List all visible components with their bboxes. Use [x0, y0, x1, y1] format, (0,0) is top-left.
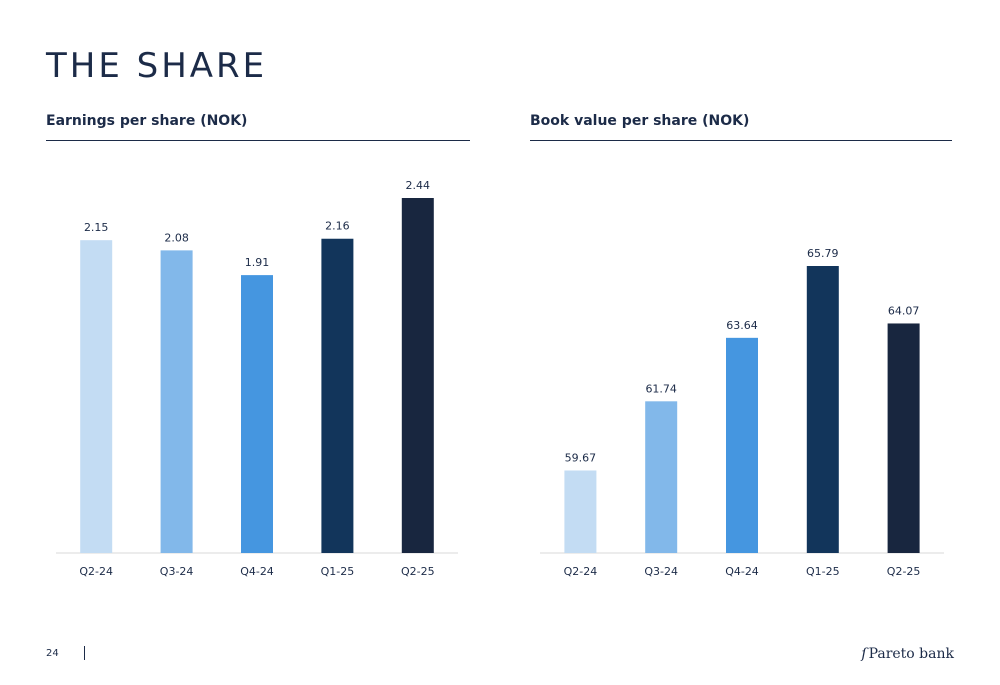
- data-label: 59.67: [565, 451, 597, 464]
- bar: [321, 238, 354, 553]
- eps-chart-panel: Earnings per share (NOK) 2.15 Q2-24 2.08 Q3…: [46, 110, 470, 578]
- data-label: 2.44: [406, 179, 431, 192]
- x-tick-label: Q2-24: [564, 565, 598, 578]
- logo-mark-icon: ſ: [861, 646, 867, 662]
- data-label: 63.64: [726, 319, 758, 332]
- eps-chart: 2.15 Q2-24 2.08 Q3-24 1.91 Q4-24 2.16 Q1-25 2.44…: [56, 179, 458, 578]
- x-tick-label: Q4-24: [240, 565, 274, 578]
- bar: [806, 266, 839, 553]
- x-tick-label: Q1-25: [321, 565, 355, 578]
- eps-chart-title: Earnings per share (NOK): [46, 110, 470, 141]
- bar: [401, 198, 434, 553]
- footer-divider: [84, 646, 85, 660]
- data-label: 61.74: [645, 382, 677, 395]
- page-title: THE SHARE: [46, 46, 268, 86]
- bar: [726, 337, 758, 553]
- bar: [160, 250, 193, 553]
- bar: [241, 275, 273, 553]
- x-tick-label: Q3-24: [160, 565, 194, 578]
- pareto-bank-logo: ſ Pareto bank: [861, 646, 954, 662]
- data-label: 2.16: [325, 220, 350, 233]
- data-label: 64.07: [888, 304, 920, 317]
- bvps-chart-panel: Book value per share (NOK) 59.67 Q2-24 61.…: [530, 110, 952, 578]
- bvps-chart: 59.67 Q2-24 61.74 Q3-24 63.64 Q4-24 65.79 Q1-25…: [540, 247, 944, 578]
- bar: [887, 323, 920, 553]
- bvps-chart-title: Book value per share (NOK): [530, 110, 952, 141]
- bar: [80, 240, 113, 553]
- x-tick-label: Q3-24: [644, 565, 678, 578]
- x-tick-label: Q2-25: [401, 565, 435, 578]
- x-tick-label: Q2-24: [79, 565, 113, 578]
- data-label: 2.08: [164, 231, 189, 244]
- x-tick-label: Q4-24: [725, 565, 759, 578]
- bar: [645, 401, 678, 553]
- page-number: 24: [46, 648, 59, 659]
- x-tick-label: Q1-25: [806, 565, 840, 578]
- data-label: 1.91: [245, 256, 270, 269]
- data-label: 65.79: [807, 247, 839, 260]
- bar: [564, 470, 597, 553]
- x-tick-label: Q2-25: [887, 565, 921, 578]
- logo-text: Pareto bank: [868, 646, 954, 662]
- data-label: 2.15: [84, 221, 109, 234]
